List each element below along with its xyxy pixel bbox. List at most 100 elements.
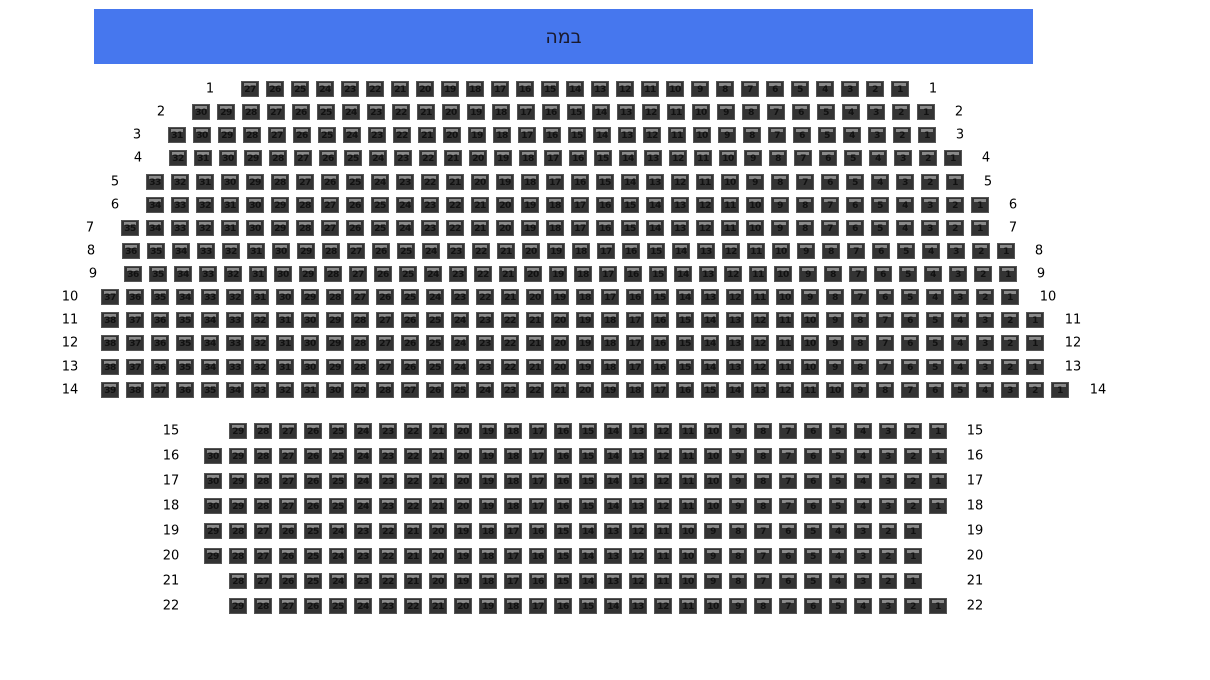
- seat-row-2-24[interactable]: 24: [342, 104, 360, 120]
- seat-row-22-26[interactable]: 26: [304, 598, 322, 614]
- seat-row-10-3[interactable]: 3: [951, 289, 969, 305]
- seat-row-2-29[interactable]: 29: [217, 104, 235, 120]
- seat-row-18-18[interactable]: 18: [504, 498, 522, 514]
- seat-row-2-26[interactable]: 26: [292, 104, 310, 120]
- seat-row-2-17[interactable]: 17: [517, 104, 535, 120]
- seat-row-12-23[interactable]: 23: [476, 335, 494, 351]
- seat-row-13-23[interactable]: 23: [476, 359, 494, 375]
- seat-row-6-11[interactable]: 11: [721, 197, 739, 213]
- seat-row-9-31[interactable]: 31: [249, 266, 267, 282]
- seat-row-6-20[interactable]: 20: [496, 197, 514, 213]
- seat-row-13-37[interactable]: 37: [126, 359, 144, 375]
- seat-row-1-17[interactable]: 17: [491, 81, 509, 97]
- seat-row-12-29[interactable]: 29: [326, 335, 344, 351]
- seat-row-11-5[interactable]: 5: [926, 312, 944, 328]
- seat-row-18-15[interactable]: 15: [579, 498, 597, 514]
- seat-row-9-32[interactable]: 32: [224, 266, 242, 282]
- seat-row-16-2[interactable]: 2: [904, 448, 922, 464]
- seat-row-10-9[interactable]: 9: [801, 289, 819, 305]
- seat-row-12-1[interactable]: 1: [1026, 335, 1044, 351]
- seat-row-15-17[interactable]: 17: [529, 423, 547, 439]
- seat-row-13-35[interactable]: 35: [176, 359, 194, 375]
- seat-row-17-25[interactable]: 25: [329, 473, 347, 489]
- seat-row-18-23[interactable]: 23: [379, 498, 397, 514]
- seat-row-16-4[interactable]: 4: [854, 448, 872, 464]
- seat-row-21-10[interactable]: 10: [679, 573, 697, 589]
- seat-row-7-15[interactable]: 15: [621, 220, 639, 236]
- seat-row-1-15[interactable]: 15: [541, 81, 559, 97]
- seat-row-5-18[interactable]: 18: [521, 174, 539, 190]
- seat-row-17-18[interactable]: 18: [504, 473, 522, 489]
- seat-row-14-32[interactable]: 32: [276, 382, 294, 398]
- seat-row-9-35[interactable]: 35: [149, 266, 167, 282]
- seat-row-13-29[interactable]: 29: [326, 359, 344, 375]
- seat-row-20-19[interactable]: 19: [454, 548, 472, 564]
- seat-row-13-14[interactable]: 14: [701, 359, 719, 375]
- seat-row-4-28[interactable]: 28: [269, 150, 287, 166]
- seat-row-6-19[interactable]: 19: [521, 197, 539, 213]
- seat-row-16-22[interactable]: 22: [404, 448, 422, 464]
- seat-row-19-25[interactable]: 25: [304, 523, 322, 539]
- seat-row-8-12[interactable]: 12: [722, 243, 740, 259]
- seat-row-2-6[interactable]: 6: [792, 104, 810, 120]
- seat-row-15-1[interactable]: 1: [929, 423, 947, 439]
- seat-row-6-2[interactable]: 2: [946, 197, 964, 213]
- seat-row-11-19[interactable]: 19: [576, 312, 594, 328]
- seat-row-22-3[interactable]: 3: [879, 598, 897, 614]
- seat-row-13-26[interactable]: 26: [401, 359, 419, 375]
- seat-row-20-21[interactable]: 21: [404, 548, 422, 564]
- seat-row-6-3[interactable]: 3: [921, 197, 939, 213]
- seat-row-5-14[interactable]: 14: [621, 174, 639, 190]
- seat-row-16-25[interactable]: 25: [329, 448, 347, 464]
- seat-row-17-19[interactable]: 19: [479, 473, 497, 489]
- seat-row-8-5[interactable]: 5: [897, 243, 915, 259]
- seat-row-15-25[interactable]: 25: [329, 423, 347, 439]
- seat-row-12-30[interactable]: 30: [301, 335, 319, 351]
- seat-row-16-9[interactable]: 9: [729, 448, 747, 464]
- seat-row-8-35[interactable]: 35: [147, 243, 165, 259]
- seat-row-17-23[interactable]: 23: [379, 473, 397, 489]
- seat-row-1-23[interactable]: 23: [341, 81, 359, 97]
- seat-row-9-27[interactable]: 27: [349, 266, 367, 282]
- seat-row-2-23[interactable]: 23: [367, 104, 385, 120]
- seat-row-6-32[interactable]: 32: [196, 197, 214, 213]
- seat-row-7-25[interactable]: 25: [371, 220, 389, 236]
- seat-row-11-10[interactable]: 10: [801, 312, 819, 328]
- seat-row-8-11[interactable]: 11: [747, 243, 765, 259]
- seat-row-3-24[interactable]: 24: [343, 127, 361, 143]
- seat-row-14-28[interactable]: 28: [376, 382, 394, 398]
- seat-row-14-26[interactable]: 26: [426, 382, 444, 398]
- seat-row-17-11[interactable]: 11: [679, 473, 697, 489]
- seat-row-1-7[interactable]: 7: [741, 81, 759, 97]
- seat-row-9-8[interactable]: 8: [824, 266, 842, 282]
- seat-row-19-6[interactable]: 6: [779, 523, 797, 539]
- seat-row-7-18[interactable]: 18: [546, 220, 564, 236]
- seat-row-2-14[interactable]: 14: [592, 104, 610, 120]
- seat-row-5-5[interactable]: 5: [846, 174, 864, 190]
- seat-row-5-11[interactable]: 11: [696, 174, 714, 190]
- seat-row-11-29[interactable]: 29: [326, 312, 344, 328]
- seat-row-3-20[interactable]: 20: [443, 127, 461, 143]
- seat-row-6-17[interactable]: 17: [571, 197, 589, 213]
- seat-row-17-15[interactable]: 15: [579, 473, 597, 489]
- seat-row-15-26[interactable]: 26: [304, 423, 322, 439]
- seat-row-7-27[interactable]: 27: [321, 220, 339, 236]
- seat-row-15-6[interactable]: 6: [804, 423, 822, 439]
- seat-row-17-16[interactable]: 16: [554, 473, 572, 489]
- seat-row-14-35[interactable]: 35: [201, 382, 219, 398]
- seat-row-7-29[interactable]: 29: [271, 220, 289, 236]
- seat-row-17-20[interactable]: 20: [454, 473, 472, 489]
- seat-row-2-28[interactable]: 28: [242, 104, 260, 120]
- seat-row-11-24[interactable]: 24: [451, 312, 469, 328]
- seat-row-11-36[interactable]: 36: [151, 312, 169, 328]
- seat-row-12-33[interactable]: 33: [226, 335, 244, 351]
- seat-row-2-11[interactable]: 11: [667, 104, 685, 120]
- seat-row-12-19[interactable]: 19: [576, 335, 594, 351]
- seat-row-6-27[interactable]: 27: [321, 197, 339, 213]
- seat-row-4-29[interactable]: 29: [244, 150, 262, 166]
- seat-row-3-15[interactable]: 15: [568, 127, 586, 143]
- seat-row-15-24[interactable]: 24: [354, 423, 372, 439]
- seat-row-12-15[interactable]: 15: [676, 335, 694, 351]
- seat-row-12-27[interactable]: 27: [376, 335, 394, 351]
- seat-row-9-11[interactable]: 11: [749, 266, 767, 282]
